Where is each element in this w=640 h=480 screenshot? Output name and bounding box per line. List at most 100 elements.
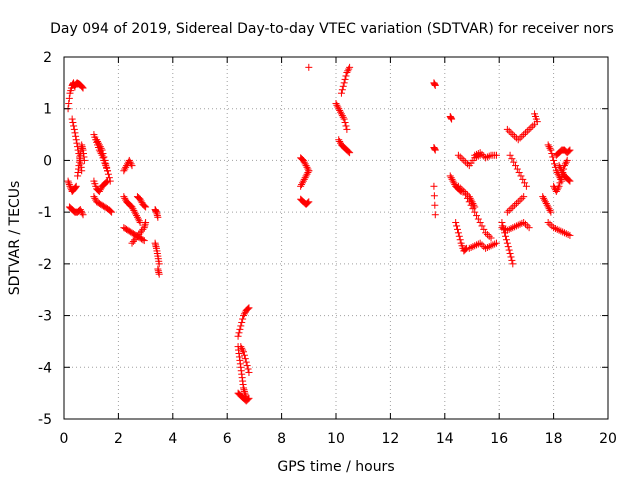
data-point xyxy=(467,243,475,251)
data-point xyxy=(555,226,563,234)
data-point xyxy=(502,236,510,244)
data-point xyxy=(142,203,150,211)
data-point xyxy=(507,129,515,137)
data-point xyxy=(550,224,558,232)
data-point xyxy=(471,242,479,250)
data-point xyxy=(542,200,550,208)
y-axis-label: SDTVAR / TECUs xyxy=(7,181,23,296)
data-point xyxy=(458,155,466,163)
data-point xyxy=(72,183,80,191)
data-point xyxy=(234,332,242,340)
data-point xyxy=(470,201,478,209)
data-point xyxy=(105,174,113,182)
data-point xyxy=(506,250,514,258)
data-point xyxy=(236,325,244,333)
data-point xyxy=(237,322,245,330)
data-point xyxy=(96,143,104,151)
y-tick-label: -5 xyxy=(38,412,52,428)
data-point xyxy=(78,209,86,217)
data-point xyxy=(339,113,347,121)
data-point xyxy=(503,239,511,247)
data-point xyxy=(131,208,139,216)
data-point xyxy=(504,243,512,251)
y-tick-label: -2 xyxy=(38,257,52,273)
data-point xyxy=(564,148,572,156)
data-point xyxy=(431,81,439,89)
data-point xyxy=(473,212,481,220)
data-point xyxy=(338,112,346,120)
data-point xyxy=(68,115,76,123)
data-point xyxy=(476,239,484,247)
y-tick-label: -1 xyxy=(38,205,52,221)
data-point xyxy=(239,346,247,354)
data-point xyxy=(512,200,520,208)
data-point xyxy=(506,151,514,159)
data-point xyxy=(471,203,479,211)
data-point xyxy=(474,240,482,248)
data-point xyxy=(485,152,493,160)
data-point xyxy=(561,160,569,168)
data-point xyxy=(566,231,574,239)
data-point xyxy=(446,172,454,180)
data-point xyxy=(304,199,312,207)
y-tick-label: -4 xyxy=(38,360,52,376)
data-point xyxy=(72,182,80,190)
data-point xyxy=(91,194,99,202)
data-point xyxy=(511,201,519,209)
data-point xyxy=(458,186,466,194)
data-point xyxy=(126,158,134,166)
data-point xyxy=(483,243,491,251)
data-point xyxy=(513,165,521,173)
data-point xyxy=(70,122,78,130)
data-point xyxy=(557,165,565,173)
data-point xyxy=(503,208,511,216)
data-point xyxy=(468,198,476,206)
data-point xyxy=(456,153,464,161)
data-point xyxy=(454,229,462,237)
data-point xyxy=(566,146,574,154)
data-point xyxy=(448,175,456,183)
data-point xyxy=(544,203,552,211)
data-point xyxy=(483,153,491,161)
data-point xyxy=(554,184,562,192)
data-point xyxy=(154,213,162,221)
y-tick-label: -3 xyxy=(38,309,52,325)
data-point xyxy=(305,167,313,175)
data-point xyxy=(492,239,500,247)
data-point xyxy=(337,108,345,116)
gridlines xyxy=(64,57,608,419)
data-point xyxy=(79,84,87,92)
data-point xyxy=(135,217,143,225)
data-point xyxy=(541,198,549,206)
data-point xyxy=(302,162,310,170)
data-point xyxy=(98,146,106,154)
data-point xyxy=(518,219,526,227)
data-point xyxy=(483,231,491,239)
data-point xyxy=(529,122,537,130)
data-point xyxy=(301,174,309,182)
data-point xyxy=(544,218,552,226)
data-point xyxy=(474,150,482,158)
x-tick-label: 0 xyxy=(60,431,69,447)
data-point xyxy=(240,348,248,356)
data-point xyxy=(510,158,518,166)
data-point xyxy=(469,200,477,208)
data-point xyxy=(511,132,519,140)
x-tick-label: 4 xyxy=(168,431,177,447)
x-tick-label: 12 xyxy=(381,431,399,447)
data-point xyxy=(132,210,140,218)
data-point xyxy=(345,65,353,73)
data-point xyxy=(80,156,88,164)
data-point xyxy=(487,242,495,250)
data-point xyxy=(509,224,517,232)
data-point xyxy=(548,222,556,230)
y-tick-label: 0 xyxy=(43,153,52,169)
data-point xyxy=(121,165,129,173)
data-point xyxy=(297,182,305,190)
data-point xyxy=(521,220,529,228)
data-point xyxy=(300,158,308,166)
data-point xyxy=(340,79,348,87)
data-point xyxy=(525,125,533,133)
data-points xyxy=(64,63,574,405)
data-point xyxy=(337,110,345,118)
